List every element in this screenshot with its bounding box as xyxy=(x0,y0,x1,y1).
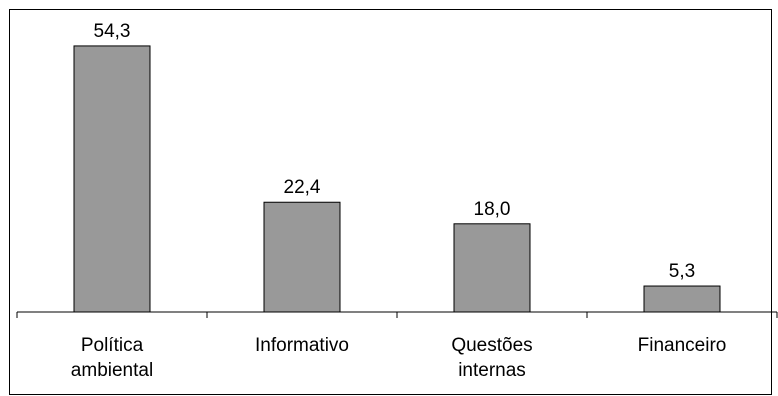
data-label: 5,3 xyxy=(669,261,695,282)
category-label: Informativo xyxy=(255,335,349,356)
data-label: 22,4 xyxy=(284,177,321,198)
data-label: 18,0 xyxy=(474,199,511,220)
data-label: 54,3 xyxy=(94,21,131,42)
category-label-line: Informativo xyxy=(255,335,349,356)
category-label: Questões internas xyxy=(451,335,532,381)
category-label-line: internas xyxy=(458,360,526,381)
category-label-line: Questões xyxy=(451,335,532,356)
bar xyxy=(73,45,151,313)
category-label-line: ambiental xyxy=(71,360,153,381)
bar xyxy=(643,285,721,313)
bar xyxy=(453,223,531,313)
category-label-line: Financeiro xyxy=(638,335,727,356)
category-label: Financeiro xyxy=(638,335,727,356)
category-label: Política ambiental xyxy=(71,335,153,381)
category-label-line: Política xyxy=(81,335,144,356)
bar xyxy=(263,201,341,313)
